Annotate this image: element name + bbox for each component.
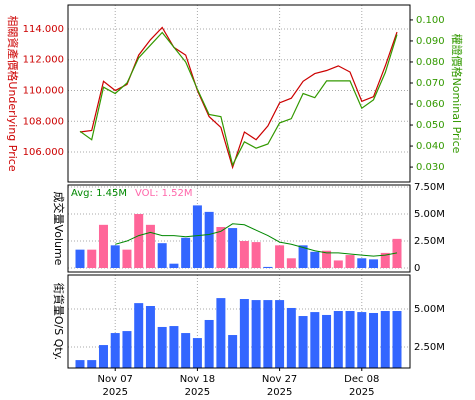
frame — [67, 184, 411, 273]
bar — [310, 251, 320, 269]
bar — [122, 331, 132, 368]
bar — [98, 345, 108, 368]
annotation: Avg: 1.45M — [71, 188, 127, 199]
bar — [239, 299, 249, 368]
bar — [75, 360, 85, 368]
y2-tick-label: 0.100 — [416, 15, 445, 26]
bar — [110, 245, 120, 269]
y2-tick-label: 0.070 — [416, 78, 445, 89]
bar — [157, 326, 167, 368]
y-axis-title: 街貨量O/S Qty. — [52, 283, 66, 360]
bar — [122, 249, 132, 269]
x-tick-sublabel: 2025 — [185, 387, 210, 398]
bar — [322, 250, 332, 269]
y2-tick-label: 0.060 — [416, 99, 445, 110]
y2-tick-label: 0.080 — [416, 57, 445, 68]
plot — [79, 26, 398, 170]
bar — [192, 205, 202, 269]
bar — [357, 258, 367, 269]
bar — [263, 300, 273, 368]
bar — [322, 314, 332, 368]
bar — [310, 312, 320, 368]
bar — [263, 266, 273, 269]
y-axis-title: 相關資產價格Underlying Price — [6, 15, 20, 171]
bar — [87, 249, 97, 269]
bar — [251, 300, 261, 368]
bar — [169, 326, 179, 368]
bar — [145, 306, 155, 368]
y-tick-label: 108.000 — [23, 116, 64, 127]
x-tick-label: Nov 18 — [180, 374, 215, 385]
y-tick-label: 2.50M — [414, 342, 445, 353]
y2-tick-label: 0.040 — [416, 141, 445, 152]
bar — [239, 241, 249, 269]
y-tick-label: 0 — [414, 263, 420, 274]
bar — [134, 214, 144, 269]
bar — [145, 224, 155, 269]
bar — [345, 311, 355, 368]
bar — [369, 259, 379, 269]
bar — [345, 255, 355, 269]
bar — [369, 312, 379, 368]
y-tick-label: 112.000 — [23, 55, 64, 66]
y2-tick-label: 0.090 — [416, 36, 445, 47]
bar — [275, 300, 285, 368]
bar — [251, 242, 261, 269]
bar — [392, 311, 402, 368]
bar — [275, 245, 285, 269]
bar — [357, 312, 367, 368]
bar — [87, 360, 97, 368]
bar — [216, 226, 226, 269]
annotation: VOL: 1.52M — [135, 188, 193, 199]
y-tick-label: 2.50M — [414, 236, 445, 247]
bar — [110, 333, 120, 368]
bar — [380, 252, 390, 269]
bar — [228, 335, 238, 368]
bar — [204, 319, 214, 368]
frame — [67, 274, 411, 369]
bar — [333, 311, 343, 368]
x-tick-label: Dec 08 — [344, 374, 379, 385]
y2-tick-label: 0.050 — [416, 120, 445, 131]
bar — [298, 245, 308, 269]
bar — [75, 249, 85, 269]
y-tick-label: 5.00M — [414, 304, 445, 315]
y-tick-label: 114.000 — [23, 24, 64, 35]
y-tick-label: 7.50M — [414, 182, 445, 193]
bar — [298, 316, 308, 368]
bar — [392, 238, 402, 269]
y-tick-label: 110.000 — [23, 86, 64, 97]
bar — [169, 263, 179, 269]
bar — [216, 298, 226, 368]
y-axis-title: 成交量Volume — [52, 192, 66, 266]
bar — [157, 243, 167, 269]
line — [115, 223, 398, 257]
bar — [204, 211, 214, 269]
bar — [286, 258, 296, 269]
plot — [75, 205, 402, 269]
bar — [192, 338, 202, 368]
bar — [134, 303, 144, 368]
x-tick-label: Nov 07 — [98, 374, 133, 385]
y-tick-label: 5.00M — [414, 209, 445, 220]
x-tick-sublabel: 2025 — [349, 387, 374, 398]
x-tick-label: Nov 27 — [262, 374, 297, 385]
y2-tick-label: 0.030 — [416, 162, 445, 173]
bar — [98, 224, 108, 269]
frame — [67, 4, 411, 183]
line — [79, 31, 398, 167]
y2-axis-title: 權證價格Nominal Price — [450, 34, 464, 154]
bar — [228, 228, 238, 269]
plot — [75, 298, 402, 368]
bar — [380, 311, 390, 368]
bar — [333, 260, 343, 269]
bar — [181, 237, 191, 269]
bar — [181, 333, 191, 368]
bar — [286, 307, 296, 368]
x-tick-sublabel: 2025 — [267, 387, 292, 398]
y-tick-label: 106.000 — [23, 147, 64, 158]
x-tick-sublabel: 2025 — [102, 387, 127, 398]
